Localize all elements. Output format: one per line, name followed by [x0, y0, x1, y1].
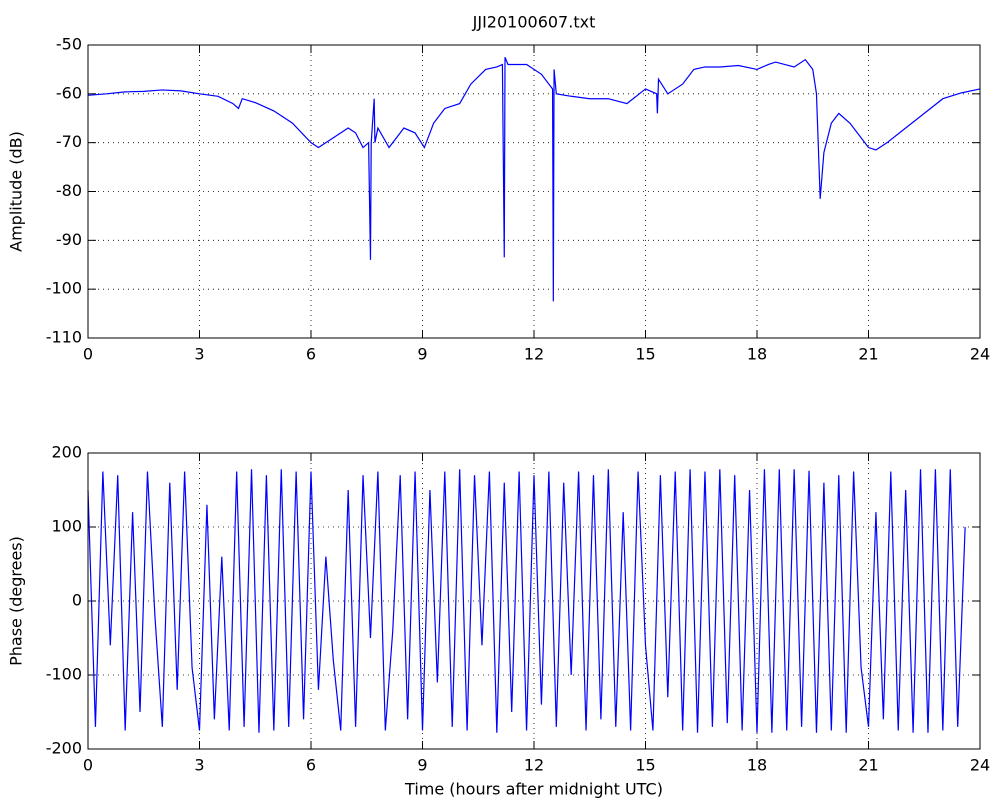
y-tick-label: -100 — [46, 665, 82, 684]
y-tick-label: -60 — [56, 83, 82, 102]
y-axis-label: Amplitude (dB) — [7, 131, 26, 252]
x-tick-label: 3 — [194, 345, 204, 364]
x-tick-label: 6 — [306, 756, 316, 775]
x-tick-label: 12 — [524, 345, 544, 364]
x-tick-label: 18 — [747, 345, 767, 364]
x-tick-label: 15 — [635, 756, 655, 775]
y-axis-label: Phase (degrees) — [7, 536, 26, 666]
x-tick-label: 6 — [306, 345, 316, 364]
x-tick-label: 12 — [524, 756, 544, 775]
data-line — [87, 469, 966, 733]
x-tick-label: 24 — [970, 756, 990, 775]
x-tick-label: 9 — [417, 756, 427, 775]
x-tick-label: 18 — [747, 756, 767, 775]
axes-frame — [87, 44, 981, 339]
y-tick-label: -110 — [46, 328, 82, 347]
y-tick-label: -80 — [56, 181, 82, 200]
chart-title: JJI20100607.txt — [472, 13, 596, 32]
y-tick-label: -200 — [46, 739, 82, 758]
y-tick-label: -100 — [46, 279, 82, 298]
y-tick-label: -70 — [56, 132, 82, 151]
y-tick-label: 0 — [72, 591, 82, 610]
x-tick-label: 9 — [417, 345, 427, 364]
x-axis-label: Time (hours after midnight UTC) — [404, 780, 663, 799]
x-tick-label: 24 — [970, 345, 990, 364]
y-tick-label: -50 — [56, 35, 82, 54]
data-line — [87, 56, 981, 302]
x-tick-label: 15 — [635, 345, 655, 364]
x-tick-label: 21 — [858, 756, 878, 775]
y-tick-label: 200 — [51, 443, 82, 462]
x-tick-label: 0 — [83, 345, 93, 364]
y-tick-label: 100 — [51, 517, 82, 536]
x-tick-label: 21 — [858, 345, 878, 364]
y-tick-label: -90 — [56, 230, 82, 249]
x-tick-label: 3 — [194, 756, 204, 775]
x-tick-label: 0 — [83, 756, 93, 775]
axes-frame — [87, 452, 981, 750]
